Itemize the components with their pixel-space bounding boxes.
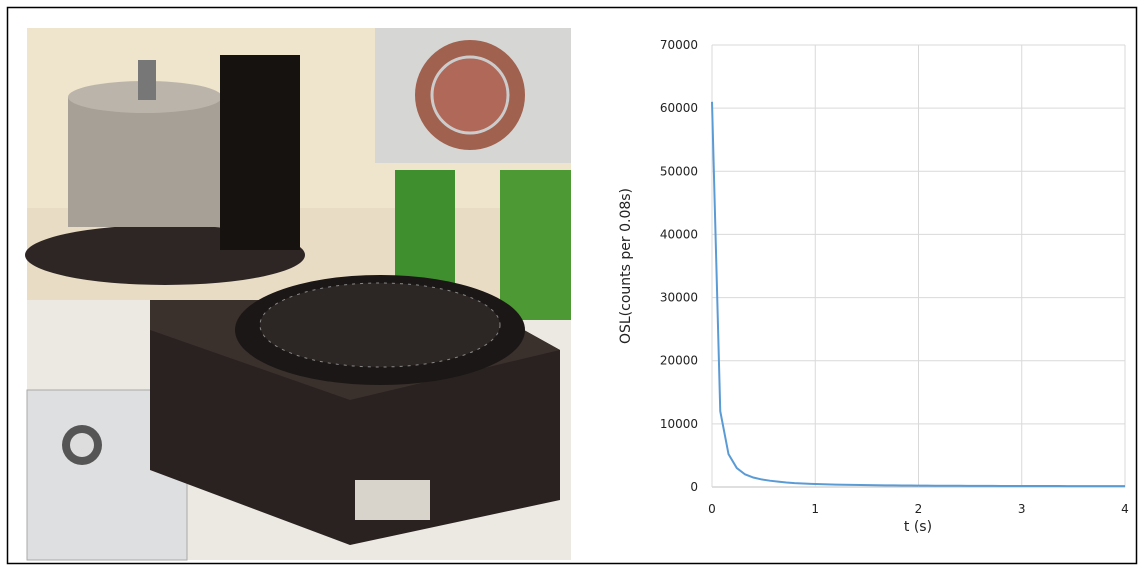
sample-wheel bbox=[260, 283, 500, 367]
x-tick-label: 0 bbox=[708, 502, 716, 516]
y-tick-label: 40000 bbox=[660, 227, 698, 241]
y-axis-title: OSL(counts per 0.08s) bbox=[618, 188, 634, 344]
figure: OSL(counts per 0.08s) t (s) 0 10000 20000 3… bbox=[0, 0, 1144, 571]
x-tick-label: 3 bbox=[1018, 502, 1026, 516]
x-tick-label: 4 bbox=[1121, 502, 1129, 516]
connector bbox=[138, 60, 156, 100]
pmt-tube bbox=[220, 55, 300, 250]
photo bbox=[25, 28, 571, 560]
sample-cup bbox=[432, 57, 508, 133]
y-tick-label: 0 bbox=[690, 480, 698, 494]
label-plate bbox=[355, 480, 430, 520]
plot-area: 0 10000 20000 30000 40000 50000 60000 70000 0 1 2 3… bbox=[660, 38, 1129, 516]
x-tick-label: 2 bbox=[915, 502, 923, 516]
gas-cylinder bbox=[500, 170, 571, 320]
dial-face bbox=[70, 433, 94, 457]
x-axis-title: t (s) bbox=[904, 519, 932, 535]
y-tick-label: 70000 bbox=[660, 38, 698, 52]
y-tick-label: 30000 bbox=[660, 291, 698, 305]
x-tick-label: 1 bbox=[811, 502, 819, 516]
cylinder-head bbox=[68, 97, 223, 227]
y-tick-label: 20000 bbox=[660, 354, 698, 368]
y-tick-label: 50000 bbox=[660, 164, 698, 178]
y-tick-label: 60000 bbox=[660, 101, 698, 115]
y-tick-label: 10000 bbox=[660, 417, 698, 431]
